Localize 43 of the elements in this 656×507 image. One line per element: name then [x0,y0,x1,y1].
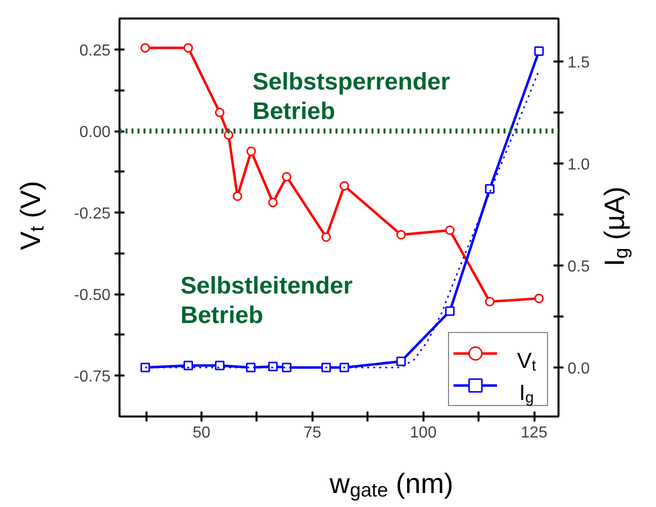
point [246,146,256,156]
point [534,294,544,304]
point [183,43,193,53]
y2-tick-label: 0.0 [568,360,590,378]
point [214,108,224,118]
point [340,181,350,191]
annotation: Selbstsperrender Betrieb [252,68,450,126]
y2-tick-label: 1.0 [568,156,590,174]
point [214,360,224,370]
point [396,356,406,366]
y-tick-label: 0.25 [79,42,111,60]
annotation: Selbstleitender Betrieb [180,272,353,330]
y2-axis-title: Ig (µA) [599,186,632,266]
point [140,362,150,372]
x-tick-label: 125 [520,424,548,442]
x-tick-label: 100 [410,424,437,442]
point [396,230,406,240]
point [340,362,350,372]
point [321,362,331,372]
point [224,130,234,140]
y-tick-label: -0.75 [74,368,111,386]
point [321,232,331,242]
point [282,172,292,182]
y-axis-title: Vt (V) [15,180,48,250]
point [485,296,495,306]
y2-tick-label: 1.5 [568,54,590,72]
point [232,192,242,202]
y-tick-label: -0.50 [74,287,111,304]
point [485,184,495,194]
point [445,306,455,316]
y-tick-label: -0.25 [74,206,111,223]
point [268,362,278,372]
x-tick-label: 75 [303,424,322,442]
point [140,43,150,53]
x-tick-label: 50 [192,424,211,442]
point [534,46,544,56]
point [445,225,455,235]
point [183,360,193,370]
y-tick-label: 0.00 [79,124,111,142]
point [282,362,292,372]
point [268,198,278,208]
point [246,362,256,372]
y2-tick-label: 0.5 [568,258,590,276]
